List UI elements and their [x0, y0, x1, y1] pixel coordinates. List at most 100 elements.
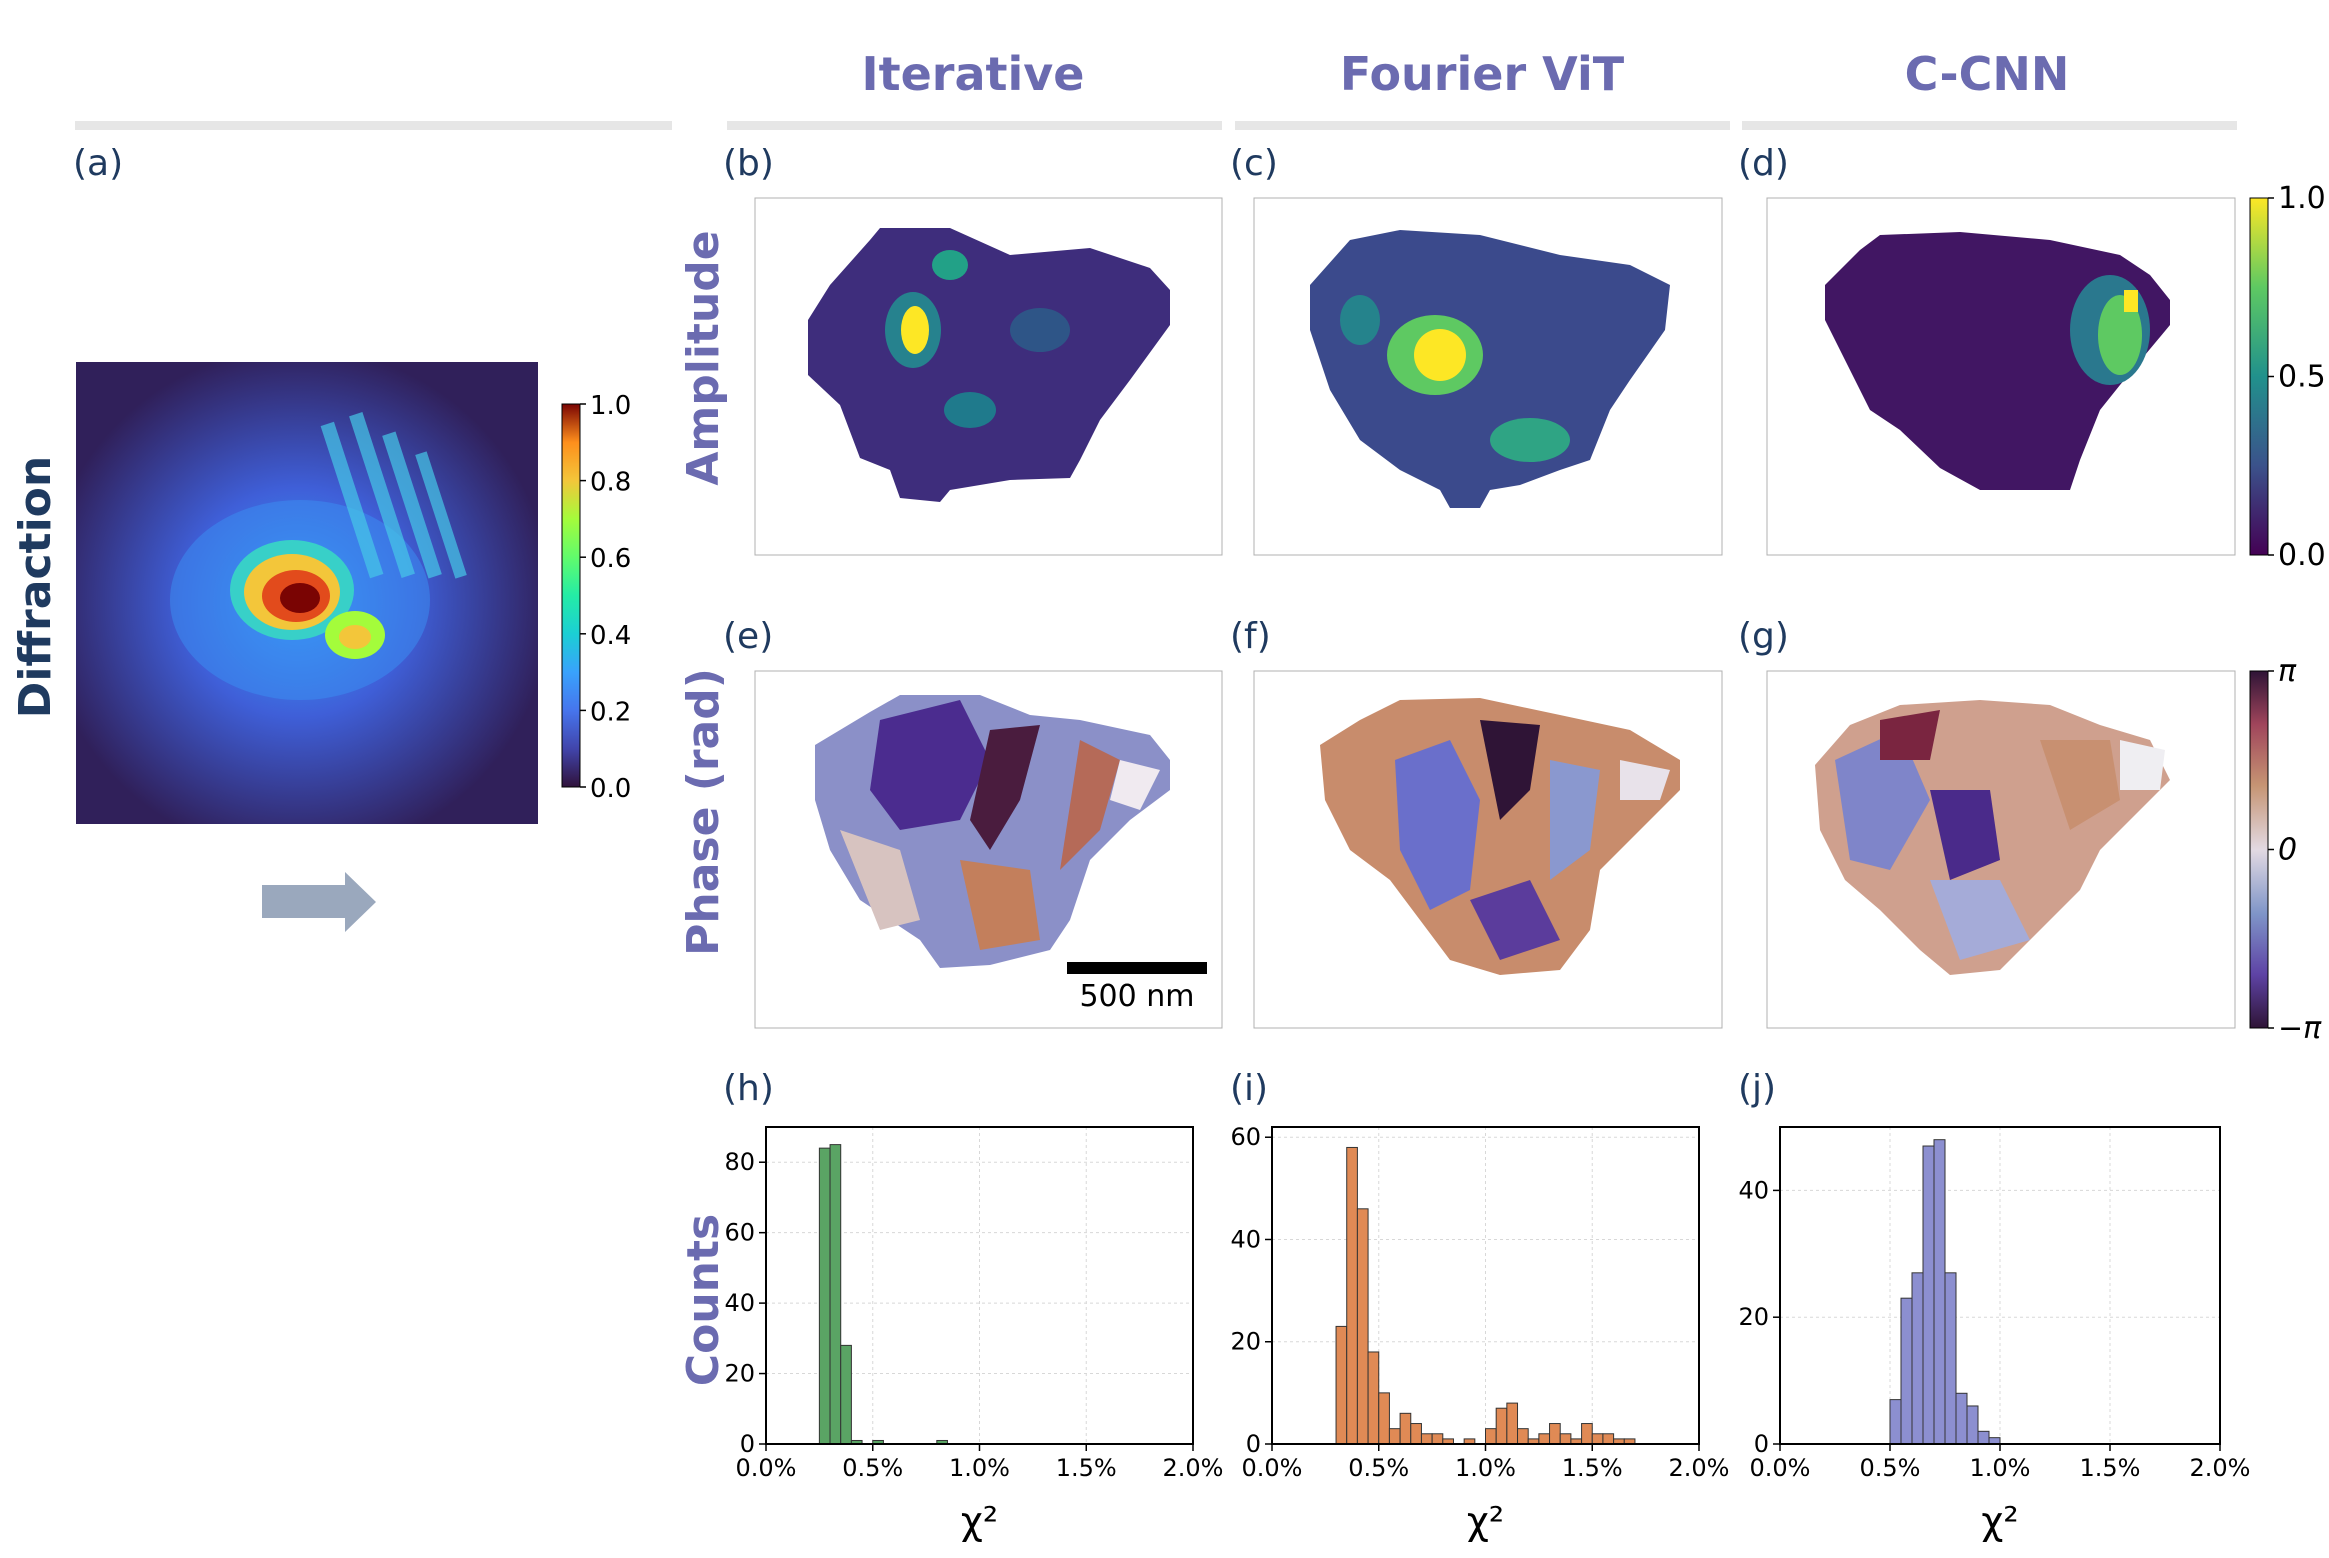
header-iterative: Iterative	[862, 47, 1085, 101]
amplitude-colorbar-ticks: 1.0 0.5 0.0	[2268, 181, 2326, 573]
histogram-bar	[1346, 1146, 1358, 1445]
histogram-bar	[1966, 1405, 1979, 1445]
panel-label-g: (g)	[1738, 616, 1789, 657]
amplitude-iterative	[754, 197, 1223, 556]
histogram-bar	[1602, 1433, 1615, 1445]
plot-frame	[1779, 1126, 2221, 1445]
colorbar-tick-label: 0.2	[590, 697, 631, 727]
histogram-bar	[1420, 1433, 1433, 1445]
colorbar-tick-label: 0	[2278, 833, 2297, 868]
histogram-bar	[1356, 1208, 1369, 1445]
phase-c-cnn	[1766, 670, 2236, 1029]
y-tick-label: 80	[724, 1148, 755, 1176]
colorbar-tick-label: 0.5	[2278, 360, 2326, 395]
histogram-bar	[1495, 1407, 1508, 1445]
header-c-cnn: C-CNN	[1905, 47, 2070, 101]
y-tick-label: 0	[740, 1430, 755, 1458]
header-fourier-vit: Fourier ViT	[1340, 47, 1625, 101]
colorbar-tick-label: 1.0	[590, 391, 631, 421]
rule-c	[1235, 121, 1730, 130]
panel-label-b: (b)	[723, 143, 774, 184]
x-axis-label: χ²	[1981, 1499, 2018, 1543]
x-tick-label: 1.0%	[949, 1454, 1010, 1482]
rule-b	[727, 121, 1222, 130]
histogram-bar	[1944, 1272, 1957, 1445]
x-tick-label: 0.5%	[1860, 1454, 1921, 1482]
panel-label-e: (e)	[723, 616, 773, 657]
histogram-bar	[1549, 1423, 1561, 1445]
histogram-bar	[1410, 1423, 1422, 1445]
panel-label-f: (f)	[1230, 616, 1271, 657]
x-tick-label: 1.5%	[1562, 1454, 1623, 1482]
diffraction-colorbar	[561, 403, 581, 788]
colorbar-tick-label: 0.8	[590, 468, 631, 498]
histogram-bar	[818, 1147, 831, 1445]
histogram-bar	[840, 1344, 852, 1445]
x-tick-label: 2.0%	[1669, 1454, 1730, 1482]
histogram-1: 0.0% 0.5% 1.0% 1.5% 2.0% 0 20 40 60 χ²	[1230, 1123, 1729, 1543]
x-axis-label: χ²	[1467, 1499, 1504, 1543]
y-tick-label: 0	[1246, 1430, 1261, 1458]
histogram-bar	[1538, 1433, 1551, 1445]
phase-fourier-vit	[1253, 670, 1723, 1029]
x-tick-label: 1.0%	[1455, 1454, 1516, 1482]
phase-colorbar	[2249, 670, 2269, 1029]
y-tick-label: 20	[1230, 1328, 1261, 1356]
colorbar-tick-label: 0.6	[590, 544, 631, 574]
amplitude-colorbar	[2249, 197, 2269, 556]
scale-bar	[1067, 962, 1207, 974]
x-tick-label: 0.0%	[1750, 1454, 1811, 1482]
histogram-bar	[1431, 1433, 1444, 1445]
histogram-bar	[1517, 1428, 1529, 1445]
x-tick-label: 2.0%	[1163, 1454, 1224, 1482]
y-tick-label: 20	[724, 1360, 755, 1388]
diffraction-colorbar-ticks: 1.0 0.8 0.6 0.4 0.2 0.0	[580, 391, 631, 804]
rule-a	[75, 121, 672, 130]
colorbar-tick-label: π	[2278, 654, 2297, 689]
histogram-bar	[1977, 1430, 1990, 1445]
row-label-amplitude: Amplitude	[678, 230, 729, 485]
x-tick-label: 2.0%	[2190, 1454, 2251, 1482]
row-label-phase: Phase (rad)	[678, 668, 729, 956]
amplitude-fourier-vit	[1253, 197, 1723, 556]
histogram-bar	[1378, 1392, 1390, 1445]
histogram-bar	[1900, 1297, 1913, 1445]
histogram-bar	[1922, 1145, 1935, 1445]
histogram-bar	[1889, 1399, 1902, 1445]
x-tick-label: 1.5%	[1056, 1454, 1117, 1482]
histogram-bar	[1911, 1272, 1924, 1445]
y-tick-label: 20	[1738, 1303, 1769, 1331]
x-tick-label: 1.0%	[1970, 1454, 2031, 1482]
panel-label-i: (i)	[1230, 1068, 1268, 1109]
amplitude-c-cnn	[1766, 197, 2236, 556]
x-tick-label: 1.5%	[2080, 1454, 2141, 1482]
x-tick-label: 0.0%	[1242, 1454, 1303, 1482]
histogram-bar	[1591, 1433, 1604, 1445]
y-tick-label: 40	[724, 1289, 755, 1317]
histogram-bar	[1506, 1402, 1519, 1445]
colorbar-tick-label: 1.0	[2278, 181, 2326, 216]
panel-label-a: (a)	[73, 143, 123, 184]
histogram-0: 0.0% 0.5% 1.0% 1.5% 2.0% 0 20 40 60 80 χ²	[724, 1126, 1224, 1543]
y-tick-label: 40	[1230, 1225, 1261, 1253]
row-label-diffraction: Diffraction	[10, 456, 61, 718]
histogram-bar	[1485, 1428, 1497, 1445]
y-tick-label: 60	[724, 1219, 755, 1247]
colorbar-tick-label: 0.4	[590, 621, 631, 651]
x-tick-label: 0.5%	[1348, 1454, 1409, 1482]
histogram-bar	[1335, 1325, 1348, 1445]
colorbar-tick-label: 0.0	[2278, 538, 2326, 573]
diffraction-image	[76, 362, 538, 824]
histogram-2: 0.0% 0.5% 1.0% 1.5% 2.0% 0 20 40 χ²	[1738, 1126, 2251, 1543]
y-tick-label: 0	[1754, 1430, 1769, 1458]
panel-label-d: (d)	[1738, 143, 1789, 184]
colorbar-tick-label: 0.0	[590, 774, 631, 804]
histogram-bar	[829, 1144, 842, 1445]
row-label-counts: Counts	[678, 1214, 729, 1386]
arrow-icon	[262, 872, 376, 932]
histograms: 0.0% 0.5% 1.0% 1.5% 2.0% 0 20 40 60 80 χ² 0.0% 0.5% 1…	[724, 1123, 2250, 1543]
histogram-bar	[1933, 1139, 1946, 1445]
plot-frame	[1271, 1126, 1700, 1445]
x-tick-label: 0.5%	[842, 1454, 903, 1482]
